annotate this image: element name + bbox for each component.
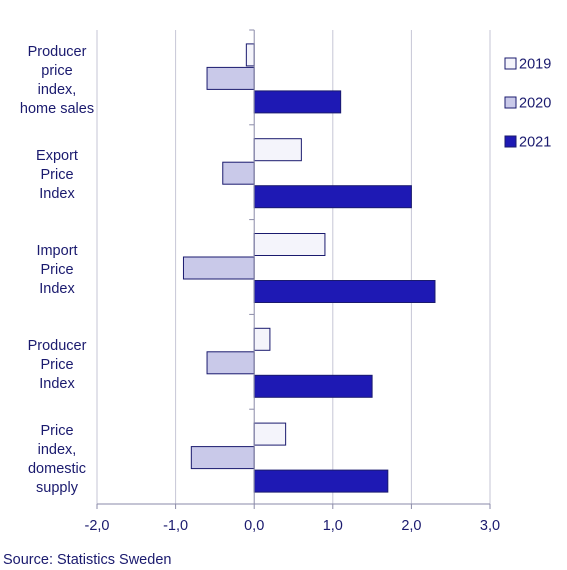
category-label-0-line-0: Producer xyxy=(28,44,87,60)
category-label-0: Producer price index, home sales xyxy=(20,44,94,117)
category-label-4-line-2: domestic xyxy=(28,461,86,477)
bar-2020-cat-2 xyxy=(182,256,255,280)
bar-2019-cat-2 xyxy=(253,233,326,256)
x-tick-label-2: 0,0 xyxy=(244,518,264,534)
bar-2020-cat-0 xyxy=(206,66,255,90)
category-label-4-line-0: Price xyxy=(40,423,73,439)
bar-2021-cat-4 xyxy=(253,469,389,493)
axes xyxy=(96,29,491,509)
bar-2019-cat-3 xyxy=(253,327,271,351)
bar-2021-cat-2 xyxy=(253,280,436,303)
x-tick-label-0: -2,0 xyxy=(85,518,110,534)
bar-2021-cat-1 xyxy=(253,185,412,209)
category-label-3-line-2: Index xyxy=(39,376,75,392)
category-label-3-line-0: Producer xyxy=(28,338,87,354)
legend-swatch-2019 xyxy=(504,57,517,70)
bar-2021-cat-3 xyxy=(253,374,373,398)
category-label-1-line-2: Index xyxy=(39,186,75,202)
category-labels: Producer price index, home sales Export Price… xyxy=(20,44,94,496)
category-label-1-line-0: Export xyxy=(36,148,78,164)
x-tick-label-5: 3,0 xyxy=(480,518,500,534)
category-label-2: Import Price Index xyxy=(36,243,77,297)
legend-label-2019: 2019 xyxy=(519,57,551,73)
bar-2020-cat-4 xyxy=(190,446,255,470)
legend: 2019 2020 2021 xyxy=(504,57,551,151)
legend-swatch-2021 xyxy=(504,135,517,148)
category-label-4: Price index, domestic supply xyxy=(28,423,86,496)
category-label-0-line-2: index, xyxy=(38,82,77,98)
category-label-0-line-1: price xyxy=(41,63,72,79)
x-tick-label-3: 1,0 xyxy=(323,518,343,534)
category-label-1-line-1: Price xyxy=(40,167,73,183)
legend-label-2020: 2020 xyxy=(519,96,551,112)
bar-2019-cat-0 xyxy=(245,43,255,67)
bar-2020-cat-1 xyxy=(222,161,255,185)
category-label-1: Export Price Index xyxy=(36,148,78,202)
bar-chart: Producer price index, home sales Export Price… xyxy=(20,29,551,534)
bar-2019-cat-1 xyxy=(253,138,302,162)
bars xyxy=(182,43,436,493)
legend-label-2021: 2021 xyxy=(519,135,551,151)
category-label-2-line-1: Price xyxy=(40,262,73,278)
bar-2021-cat-0 xyxy=(253,90,342,114)
x-tick-label-1: -1,0 xyxy=(163,518,188,534)
category-label-4-line-3: supply xyxy=(36,480,79,496)
category-label-0-line-3: home sales xyxy=(20,101,94,117)
x-tick-labels: -2,0 -1,0 0,0 1,0 2,0 3,0 xyxy=(85,518,501,534)
bar-2019-cat-4 xyxy=(253,422,287,446)
legend-swatch-2020 xyxy=(504,96,517,109)
category-label-2-line-0: Import xyxy=(36,243,77,259)
category-label-2-line-2: Index xyxy=(39,281,75,297)
category-label-3-line-1: Price xyxy=(40,357,73,373)
x-tick-label-4: 2,0 xyxy=(401,518,421,534)
category-label-3: Producer Price Index xyxy=(28,338,87,392)
category-label-4-line-1: index, xyxy=(38,442,77,458)
bar-2020-cat-3 xyxy=(206,351,255,375)
source-note: Source: Statistics Sweden xyxy=(3,552,172,568)
